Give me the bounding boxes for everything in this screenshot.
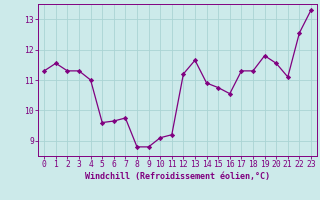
X-axis label: Windchill (Refroidissement éolien,°C): Windchill (Refroidissement éolien,°C) bbox=[85, 172, 270, 181]
